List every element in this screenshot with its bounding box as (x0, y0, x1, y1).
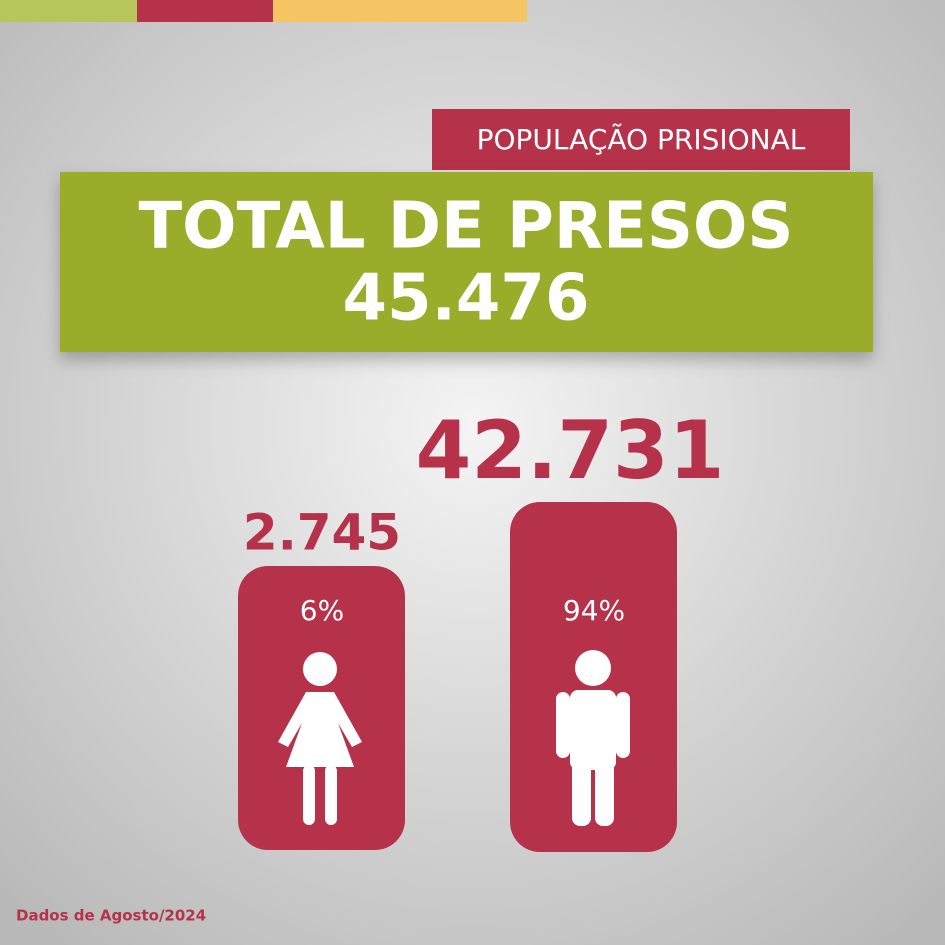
male-icon (556, 650, 630, 826)
tag: POPULAÇÃO PRISIONAL (477, 123, 806, 156)
female-percent: 6% (300, 594, 344, 627)
tag-box (432, 109, 850, 170)
male-percent: 94% (563, 594, 625, 627)
stripe (0, 0, 137, 22)
male-value: 42.731 (416, 404, 725, 497)
total: 45.476 (343, 262, 590, 336)
title: TOTAL DE PRESOS (139, 190, 794, 264)
stripe (273, 0, 527, 22)
footer: Dados de Agosto/2024 (16, 907, 206, 925)
female-value: 2.745 (243, 504, 401, 562)
stripe (137, 0, 273, 22)
title-box (60, 172, 873, 352)
female-icon (278, 652, 362, 825)
